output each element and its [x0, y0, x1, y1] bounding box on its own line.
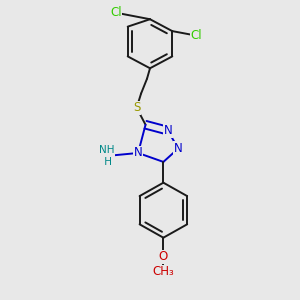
Text: N: N [174, 142, 183, 155]
Text: N: N [134, 146, 142, 160]
Text: S: S [133, 101, 140, 114]
Text: Cl: Cl [190, 29, 202, 42]
Text: NH
 H: NH H [99, 145, 115, 167]
Text: Cl: Cl [110, 6, 122, 19]
Text: O: O [159, 250, 168, 263]
Text: CH₃: CH₃ [152, 266, 174, 278]
Text: N: N [164, 124, 172, 137]
